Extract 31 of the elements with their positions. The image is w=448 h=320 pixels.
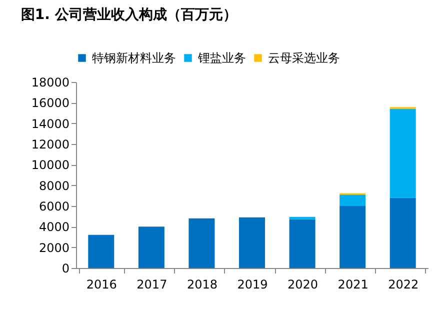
y-tick-label: 18000: [31, 76, 70, 90]
bar: [188, 218, 215, 268]
bar: [390, 198, 416, 268]
bar: [289, 216, 316, 220]
legend-label: 云母采选业务: [268, 51, 340, 65]
x-tick-label: 2017: [136, 278, 168, 292]
x-tick-label: 2016: [86, 278, 117, 292]
bar: [289, 219, 316, 268]
y-tick-label: 10000: [31, 158, 70, 172]
legend-label: 锂盐业务: [197, 51, 246, 65]
bar: [340, 206, 366, 268]
y-tick-label: 12000: [31, 138, 70, 152]
bar: [138, 226, 164, 268]
y-tick-label: 16000: [31, 96, 70, 110]
y-tick-label: 0: [62, 262, 70, 276]
x-tick-label: 2019: [237, 278, 268, 292]
y-tick-label: 8000: [38, 178, 70, 193]
bar: [239, 217, 265, 268]
y-tick-label: 6000: [38, 200, 70, 214]
bar: [390, 108, 416, 198]
y-tick-label: 14000: [31, 116, 70, 131]
x-tick-label: 2022: [388, 278, 419, 292]
x-tick-label: 2021: [338, 278, 368, 292]
chart-title: 图1. 公司营业收入构成（百万元）: [20, 7, 237, 23]
y-tick-label: 4000: [38, 220, 70, 234]
x-tick-label: 2018: [186, 278, 218, 292]
x-tick-label: 2020: [288, 278, 318, 292]
legend-label: 特钢新材料业务: [92, 51, 176, 65]
y-tick-label: 2000: [38, 240, 70, 255]
bar: [88, 234, 114, 268]
bar: [340, 194, 366, 206]
